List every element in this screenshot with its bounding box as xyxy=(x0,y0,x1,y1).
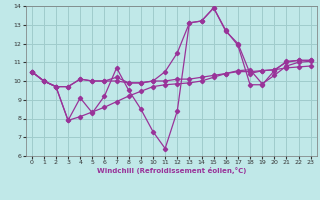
X-axis label: Windchill (Refroidissement éolien,°C): Windchill (Refroidissement éolien,°C) xyxy=(97,167,246,174)
